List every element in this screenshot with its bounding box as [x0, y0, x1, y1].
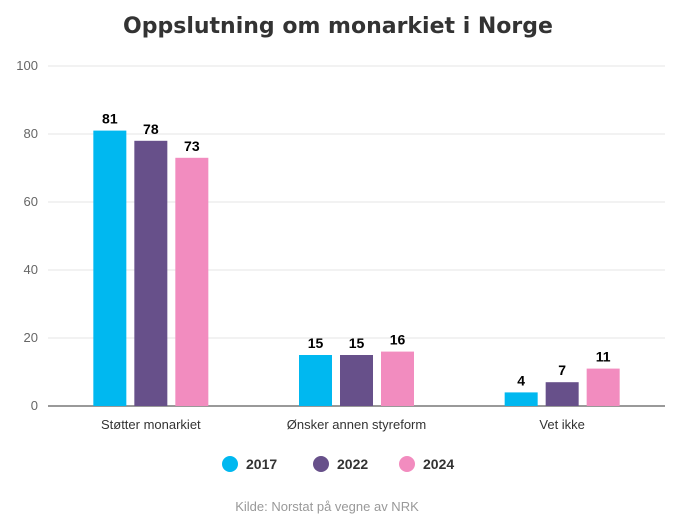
y-tick-label: 100: [16, 58, 38, 73]
source-note: Kilde: Norstat på vegne av NRK: [235, 499, 419, 514]
y-tick-label: 80: [24, 126, 38, 141]
y-tick-label: 60: [24, 194, 38, 209]
data-label: 15: [308, 335, 324, 351]
bar[interactable]: [134, 140, 168, 407]
data-label: 73: [184, 138, 200, 154]
legend-label: 2024: [423, 456, 454, 472]
legend[interactable]: 2017 2022 2024: [222, 456, 454, 472]
legend-item[interactable]: 2017: [222, 456, 277, 472]
bar[interactable]: [299, 355, 332, 406]
x-tick-label: Ønsker annen styreform: [287, 417, 426, 432]
legend-marker: [399, 456, 415, 472]
data-label: 78: [143, 121, 159, 137]
x-tick-label: Støtter monarkiet: [101, 417, 201, 432]
data-label: 4: [517, 372, 525, 388]
legend-marker: [313, 456, 329, 472]
legend-item[interactable]: 2022: [313, 456, 368, 472]
legend-item[interactable]: 2024: [399, 456, 454, 472]
legend-label: 2017: [246, 456, 277, 472]
data-label: 15: [349, 335, 365, 351]
bar[interactable]: [175, 157, 209, 406]
data-label: 16: [390, 332, 406, 348]
bar[interactable]: [586, 368, 620, 406]
x-tick-label: Vet ikke: [539, 417, 585, 432]
bar[interactable]: [545, 382, 579, 406]
bars-layer: [93, 130, 620, 407]
labels-layer: 81 78 73 Støtter monarkiet 15 15 16 Ønsker anne…: [101, 111, 611, 432]
bar[interactable]: [93, 130, 127, 406]
bar[interactable]: [340, 355, 373, 406]
legend-marker: [222, 456, 238, 472]
bar[interactable]: [504, 392, 538, 406]
chart-title: Oppslutning om monarkiet i Norge: [123, 14, 553, 39]
y-tick-label: 0: [31, 398, 38, 413]
y-tick-label: 20: [24, 330, 38, 345]
data-label: 7: [558, 362, 566, 378]
data-label: 11: [596, 349, 611, 365]
legend-label: 2022: [337, 456, 368, 472]
y-tick-label: 40: [24, 262, 38, 277]
data-label: 81: [102, 111, 118, 127]
bar[interactable]: [381, 351, 414, 406]
